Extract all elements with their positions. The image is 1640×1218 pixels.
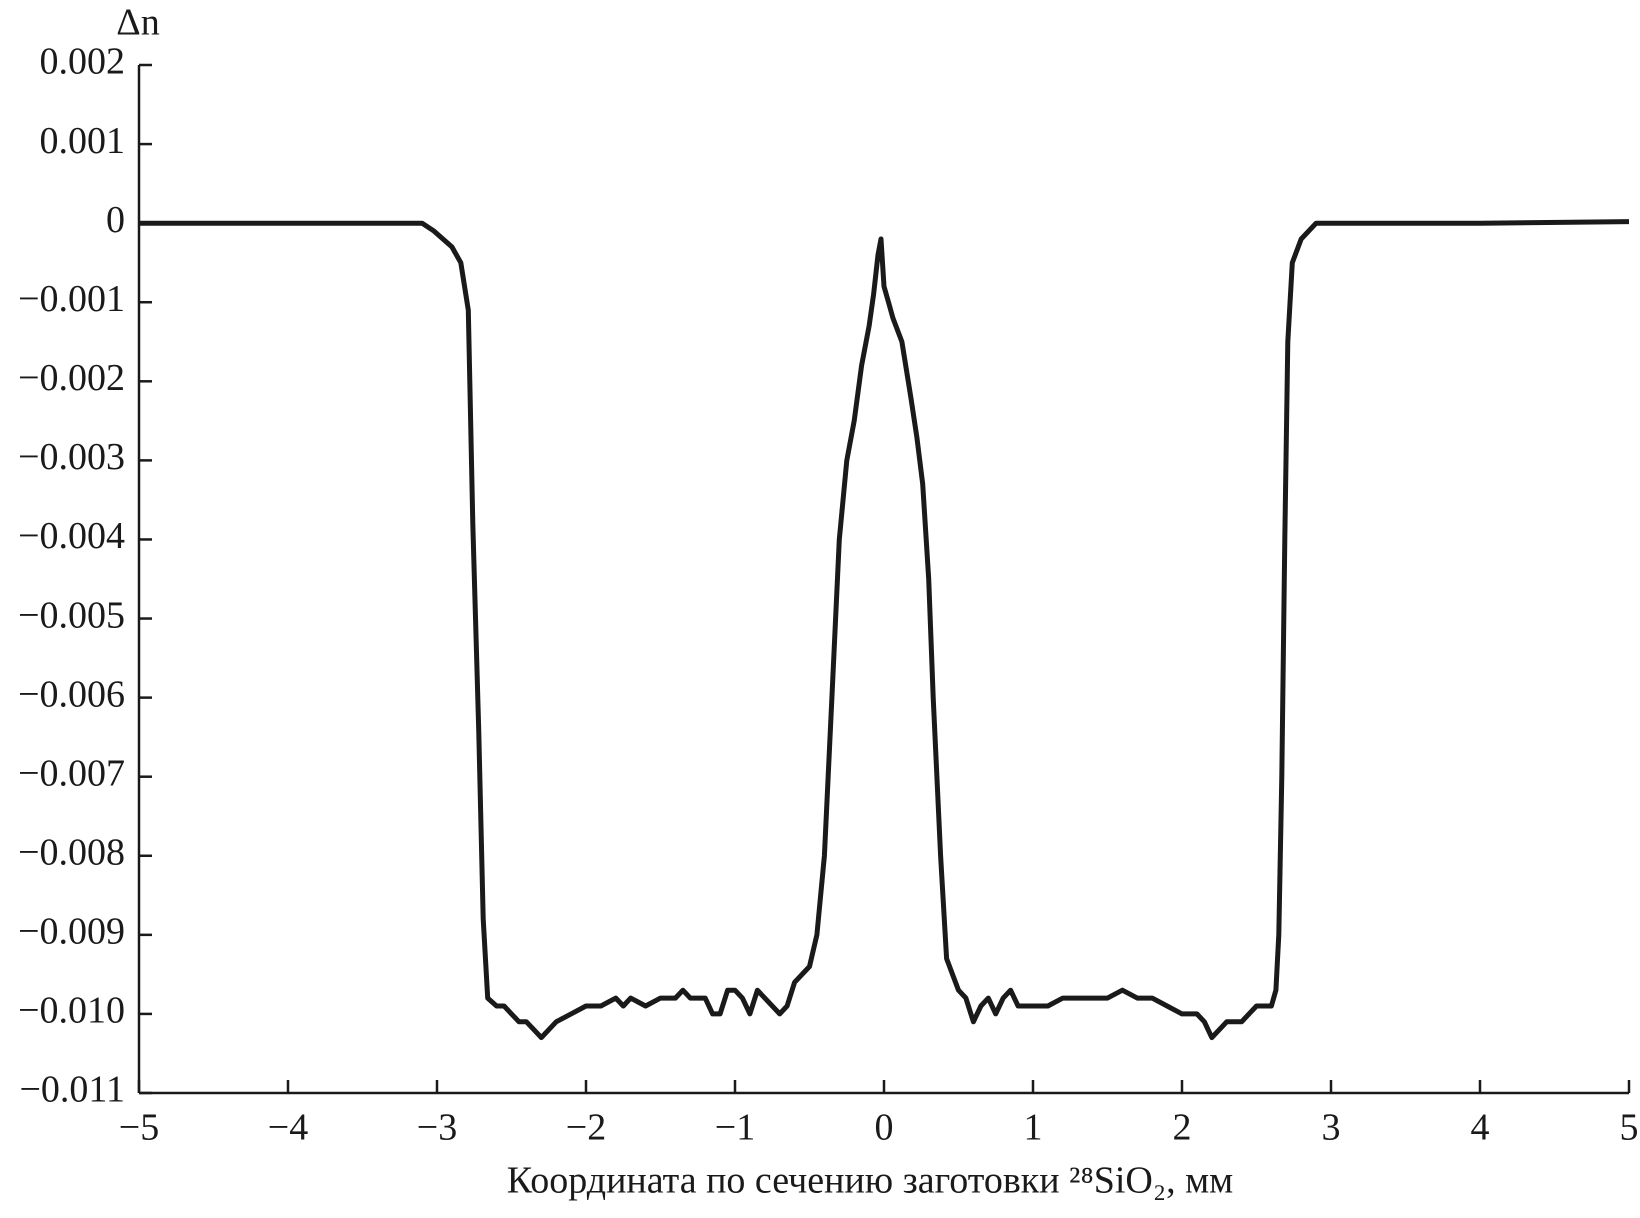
x-tick-label: −4 [268, 1107, 308, 1149]
x-tick-label: 3 [1322, 1107, 1341, 1149]
x-tick-label: 1 [1024, 1107, 1043, 1149]
x-tick-label: −2 [566, 1107, 606, 1149]
y-tick-label: −0.006 [18, 673, 125, 715]
x-tick-label: −1 [715, 1107, 755, 1149]
y-tick-label: −0.010 [18, 990, 125, 1032]
y-tick-label: −0.009 [18, 911, 125, 953]
y-tick-label: 0.001 [40, 120, 126, 162]
y-tick-label: −0.007 [18, 752, 125, 794]
y-tick-label: 0.002 [40, 41, 126, 83]
y-tick-label: −0.004 [18, 515, 125, 557]
x-tick-label: 5 [1620, 1107, 1639, 1149]
y-tick-label: −0.001 [18, 278, 125, 320]
y-tick-label: −0.002 [18, 357, 125, 399]
x-tick-label: 2 [1173, 1107, 1192, 1149]
y-tick-label: −0.011 [19, 1069, 125, 1111]
x-tick-label: 0 [875, 1107, 894, 1149]
x-tick-label: 4 [1471, 1107, 1490, 1149]
data-line [139, 219, 1630, 1041]
y-tick-label: 0 [106, 199, 125, 241]
y-tick-label: −0.003 [18, 436, 125, 478]
x-tick-label: −5 [119, 1107, 159, 1149]
y-axis-label: Δn [116, 2, 159, 44]
y-tick-label: −0.008 [18, 831, 125, 873]
x-tick-label: −3 [417, 1107, 457, 1149]
x-axis-label: Координата по сечению заготовки ²⁸SiO₂, … [507, 1160, 1233, 1202]
y-tick-label: −0.005 [18, 594, 125, 636]
